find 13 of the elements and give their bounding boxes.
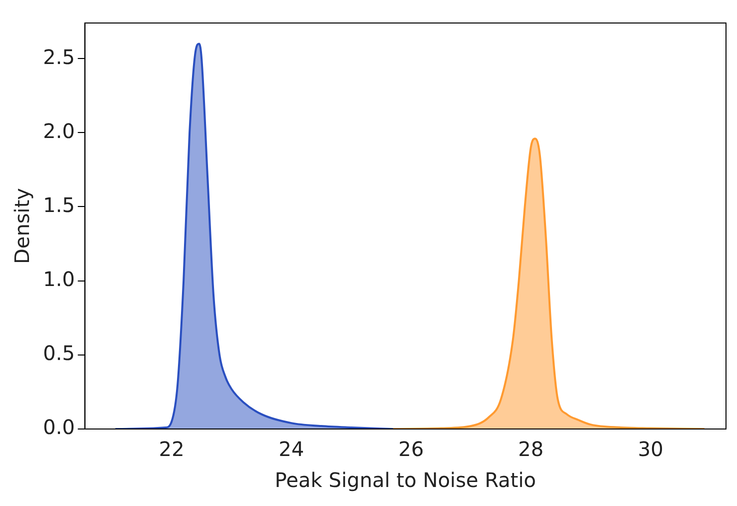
x-tick-label: 22: [158, 437, 184, 462]
x-tick-label: 26: [398, 437, 424, 462]
y-tick-label: 1.5: [42, 192, 75, 217]
x-axis-title: Peak Signal to Noise Ratio: [274, 468, 536, 492]
y-tick-label: 2.5: [42, 44, 75, 69]
y-tick-label: 1.0: [42, 267, 75, 292]
x-tick-label: 24: [278, 437, 304, 462]
y-tick-label: 0.5: [42, 341, 75, 366]
y-axis-title: Density: [10, 188, 34, 264]
y-tick-label: 0.0: [42, 415, 75, 440]
x-tick-label: 30: [638, 437, 664, 462]
x-tick-label: 28: [518, 437, 544, 462]
y-tick-label: 2.0: [42, 118, 75, 143]
